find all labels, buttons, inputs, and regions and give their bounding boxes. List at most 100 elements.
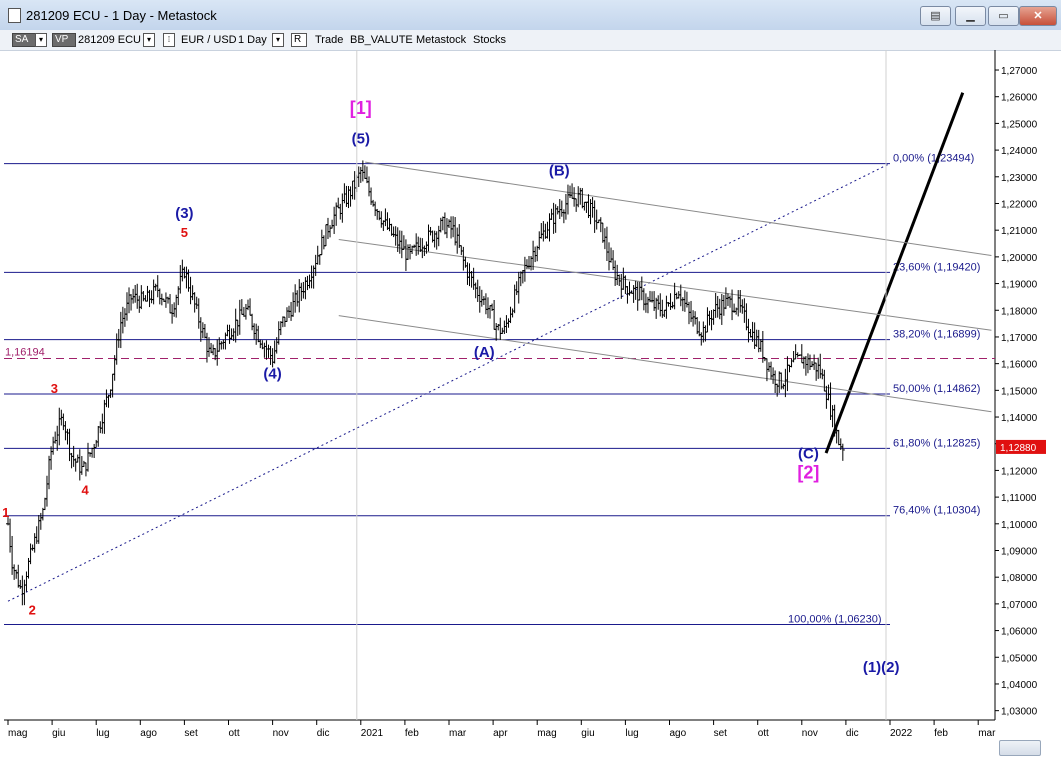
channel-lower	[338, 315, 992, 413]
price-bar	[428, 226, 433, 236]
price-bar	[96, 425, 101, 447]
price-chart[interactable]: 0,00% (1,23494) 23,60% (1,19420) 38,20% (1…	[0, 50, 1061, 762]
price-bar	[738, 290, 743, 313]
security-name: 281209 ECU	[78, 34, 141, 46]
price-bar	[28, 543, 33, 565]
price-bar	[514, 281, 519, 296]
price-bar	[317, 254, 322, 265]
price-bar	[106, 394, 111, 408]
price-bar	[188, 276, 193, 305]
price-bar	[346, 186, 351, 209]
price-bar	[547, 213, 552, 242]
price-bar	[215, 339, 220, 366]
price-bar	[563, 193, 568, 220]
price-bar	[459, 245, 464, 256]
price-bar	[102, 399, 107, 434]
price-bar	[163, 292, 168, 308]
y-tick-label: 1,15000	[1001, 386, 1038, 397]
price-bar	[100, 413, 105, 434]
price-bar	[769, 361, 774, 380]
price-bar	[506, 318, 511, 328]
price-bar	[266, 344, 271, 358]
properties-icon[interactable]: ▤	[920, 6, 951, 26]
period-dropdown-icon[interactable]: ▾	[272, 33, 284, 47]
price-bar	[241, 306, 246, 317]
y-tick-label: 1,05000	[1001, 653, 1038, 664]
minimize-button[interactable]: ▁	[955, 6, 986, 26]
price-bar	[118, 311, 123, 349]
wave-label: 4	[82, 482, 90, 497]
chart-frame	[4, 50, 996, 721]
x-tick-label: feb	[934, 728, 948, 739]
price-bar	[49, 446, 54, 470]
price-bar	[481, 296, 486, 306]
price-bar	[405, 244, 410, 260]
security-dropdown-icon[interactable]: ▾	[143, 33, 155, 47]
price-bar	[746, 318, 751, 343]
fib-level-label: 100,00% (1,06230)	[788, 613, 882, 625]
price-bar	[373, 201, 378, 217]
price-bar	[81, 460, 86, 467]
close-button[interactable]: ✕	[1019, 6, 1057, 26]
price-bar	[192, 292, 197, 313]
price-bar	[754, 329, 759, 347]
last-price-box	[996, 439, 1046, 454]
price-bar	[90, 447, 95, 458]
price-bar	[141, 291, 146, 302]
price-bar	[291, 292, 296, 317]
price-bar	[728, 295, 733, 308]
price-bar	[30, 544, 35, 551]
price-bar	[725, 293, 730, 307]
price-bar	[233, 308, 238, 343]
price-bar	[498, 317, 503, 340]
price-bar	[350, 180, 355, 200]
dotted-trendline	[7, 162, 891, 602]
price-bar	[44, 475, 49, 507]
price-bar	[812, 354, 817, 370]
price-bar	[719, 293, 724, 325]
maximize-button[interactable]: ▭	[988, 6, 1019, 26]
sa-dropdown-icon[interactable]: ▾	[35, 33, 47, 47]
price-bar	[124, 292, 129, 321]
price-bar	[248, 298, 253, 316]
y-tick-label: 1,10000	[1001, 520, 1038, 531]
y-tick-label: 1,04000	[1001, 680, 1038, 691]
price-bar	[461, 246, 466, 271]
price-bar	[53, 431, 58, 444]
price-bar	[488, 305, 493, 319]
wave-label: (1)(2)	[863, 659, 900, 676]
x-tick-label: 2022	[890, 728, 913, 739]
price-bar	[586, 194, 591, 219]
toolbar-item-stocks[interactable]: Stocks	[473, 34, 507, 46]
price-bar	[742, 298, 747, 323]
x-tick-label: 2021	[361, 728, 384, 739]
r-button[interactable]: R	[291, 33, 307, 47]
price-bar	[202, 323, 207, 339]
price-bar	[602, 228, 607, 250]
price-bar	[252, 323, 257, 340]
price-bar	[588, 199, 593, 225]
toolbar-item-bb-valute[interactable]: BB_VALUTE	[350, 34, 413, 46]
price-bar	[664, 295, 669, 319]
price-bar	[584, 201, 589, 213]
vp-button[interactable]: VP	[52, 33, 76, 47]
toolbar-item-metastock[interactable]: Metastock	[416, 34, 467, 46]
wave-label: (3)	[175, 205, 193, 222]
price-bar	[323, 224, 328, 247]
price-bar	[654, 297, 659, 319]
wave-labels: 1 2 3 4 5 (3) (4) (5) [1] (A) (B) (C)[2] (1)(2)	[2, 98, 899, 676]
price-bar	[820, 368, 825, 380]
price-bar	[606, 242, 611, 271]
price-bar	[637, 281, 642, 301]
period-toggle-icon[interactable]: ⁞	[163, 33, 175, 47]
y-tick-label: 1,16000	[1001, 360, 1038, 371]
chart-toolbar: SA ▾ VP 281209 ECU ▾ ⁞ EUR / USD 1 Day ▾…	[0, 30, 1061, 51]
toolbar-item-trade[interactable]: Trade	[315, 34, 344, 46]
price-bar	[391, 226, 396, 238]
price-bar	[65, 428, 70, 445]
price-bar	[145, 285, 150, 302]
price-bar	[10, 535, 15, 575]
horizontal-scrollbar[interactable]	[999, 740, 1041, 756]
price-bar	[229, 328, 234, 340]
x-tick-label: set	[714, 728, 728, 739]
